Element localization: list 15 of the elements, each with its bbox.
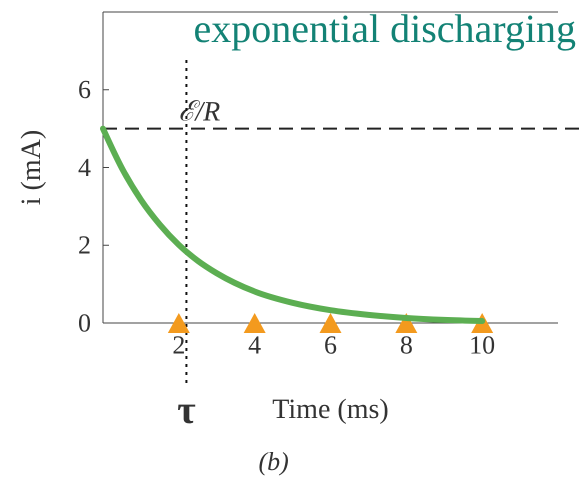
x-tick-label: 2 [172, 330, 186, 360]
y-axis-title: i (mA) [16, 130, 47, 206]
ref-line-label: ℰ/R [178, 96, 220, 128]
x-tick-label: 6 [324, 330, 337, 360]
y-tick-label: 0 [78, 308, 91, 338]
x-tick-label: 10 [469, 330, 496, 360]
ref-line-label: τ [177, 387, 196, 432]
chart-title: exponential discharging [194, 6, 576, 51]
y-tick-label: 2 [78, 230, 91, 260]
y-tick-label: 4 [78, 152, 91, 182]
x-tick-label: 8 [400, 330, 413, 360]
x-tick-label: 4 [248, 330, 262, 360]
x-axis-title: Time (ms) [272, 394, 389, 425]
text: (b) [258, 447, 289, 476]
y-tick-label: 6 [78, 75, 91, 104]
